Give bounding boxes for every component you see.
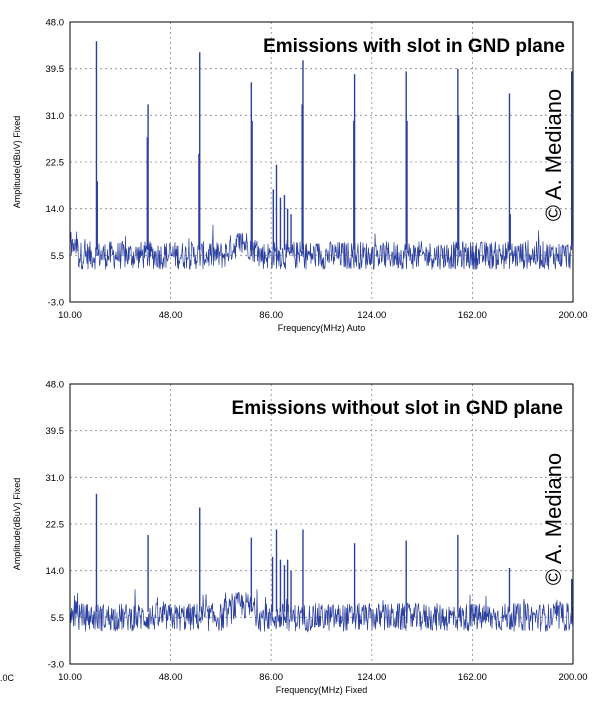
x-axis-label: Frequency(MHz) Fixed (276, 685, 368, 695)
chart-2-title: Emissions without slot in GND plane (232, 398, 563, 419)
x-tick-label: 162.00 (458, 672, 487, 683)
noise-floor-trace (70, 224, 574, 270)
x-tick-label: 48.00 (159, 310, 183, 321)
chart-1-title: Emissions with slot in GND plane (263, 36, 565, 57)
chart-2: 48.0 39.5 31.0 22.5 14.0 5.5 -3.010.00 48.00 86.… (12, 380, 588, 696)
x-tick-label: 10.00 (58, 672, 82, 683)
y-tick-label: 14.0 (46, 566, 65, 577)
x-tick-label: 124.00 (357, 672, 386, 683)
x-tick-label: 200.00 (558, 310, 587, 321)
y-tick-label: -3.0 (48, 660, 64, 671)
y-tick-label: 31.0 (46, 111, 65, 122)
x-tick-label: 200.00 (558, 672, 587, 683)
y-axis-label: Amplitude(dBuV) Fixed (12, 478, 22, 571)
y-tick-label: 39.5 (46, 426, 65, 437)
noise-floor-trace (70, 589, 574, 633)
chart-1: 48.0 39.5 31.0 22.5 14.0 5.5 -3.010.00 48.00 86.… (12, 18, 588, 334)
y-axis-label: Amplitude(dBuV) Fixed (12, 116, 22, 209)
x-tick-label: 10.00 (58, 310, 82, 321)
x-tick-label: 48.00 (159, 672, 183, 683)
y-tick-label: 48.0 (46, 18, 65, 29)
y-tick-label: 31.0 (46, 473, 65, 484)
x-tick-label: 86.00 (259, 672, 283, 683)
chart-2-watermark: © A. Mediano (541, 453, 566, 585)
x-tick-label: 124.00 (357, 310, 386, 321)
y-tick-label: 39.5 (46, 64, 65, 75)
y-tick-label: 48.0 (46, 380, 65, 391)
x-axis-label: Frequency(MHz) Auto (278, 323, 366, 333)
plot-frame (69, 383, 574, 665)
y-tick-label: 22.5 (46, 520, 65, 531)
x-tick-label: 162.00 (458, 310, 487, 321)
y-tick-label: -3.0 (48, 298, 64, 309)
chart-1-watermark: © A. Mediano (541, 89, 566, 221)
y-tick-label: 22.5 (46, 158, 65, 169)
y-tick-label: 14.0 (46, 204, 65, 215)
y-tick-label: 5.5 (51, 613, 64, 624)
y-tick-label: 5.5 (51, 251, 64, 262)
stray-edge-label: .0C (0, 673, 15, 683)
x-tick-label: 86.00 (259, 310, 283, 321)
plot-frame (69, 21, 574, 303)
